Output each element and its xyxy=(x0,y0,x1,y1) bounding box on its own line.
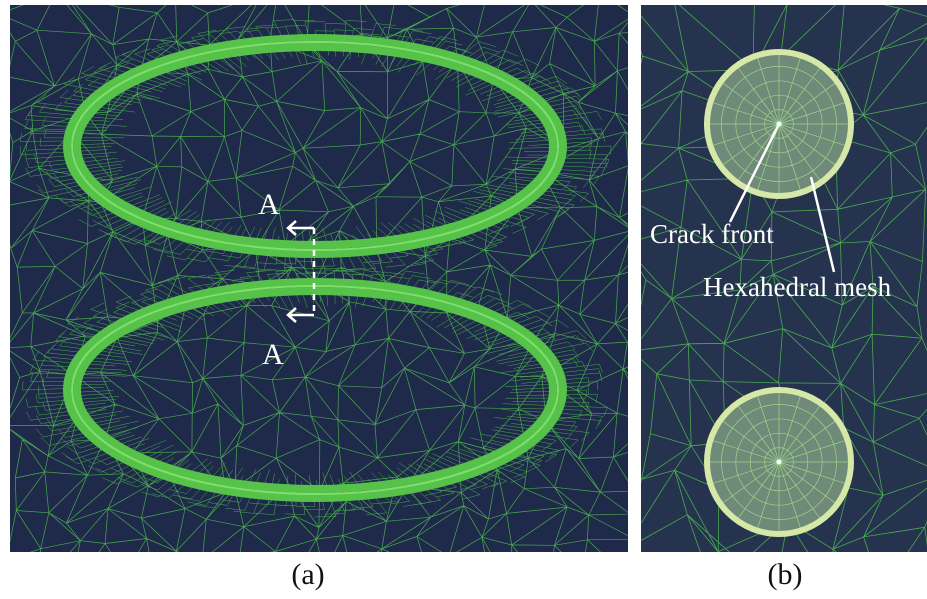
hex-disk-grid xyxy=(706,51,852,197)
section-arrow-bottom xyxy=(286,307,314,323)
lower-crack-ring-outer xyxy=(63,278,567,502)
panel-a: A A xyxy=(10,5,628,552)
panel-b: Crack front Hexahedral mesh xyxy=(641,5,927,552)
section-cut-marker xyxy=(286,220,316,323)
crack-front-label: Crack front xyxy=(650,219,774,249)
section-arrow-top xyxy=(286,220,314,236)
hex-mesh-leader xyxy=(809,176,836,273)
lower-crack-ring-inner xyxy=(73,287,557,493)
section-label-top: A xyxy=(258,188,280,221)
caption-panel-b: (b) xyxy=(767,558,803,591)
hex-disk-grid xyxy=(706,389,852,535)
hexahedral-disk-bottom xyxy=(704,387,854,537)
section-label-bottom: A xyxy=(262,338,284,371)
mesh-edges xyxy=(10,5,628,552)
crack-front-point xyxy=(776,459,782,465)
lower-elliptical-crack xyxy=(63,278,567,502)
hex-disk-rim xyxy=(704,387,854,537)
hex-disk-rim xyxy=(704,49,854,199)
caption-panel-a: (a) xyxy=(291,558,325,591)
crack-front-leader xyxy=(728,123,781,223)
hexahedral-mesh-label: Hexahedral mesh xyxy=(703,272,892,302)
leader-lines xyxy=(728,123,836,273)
